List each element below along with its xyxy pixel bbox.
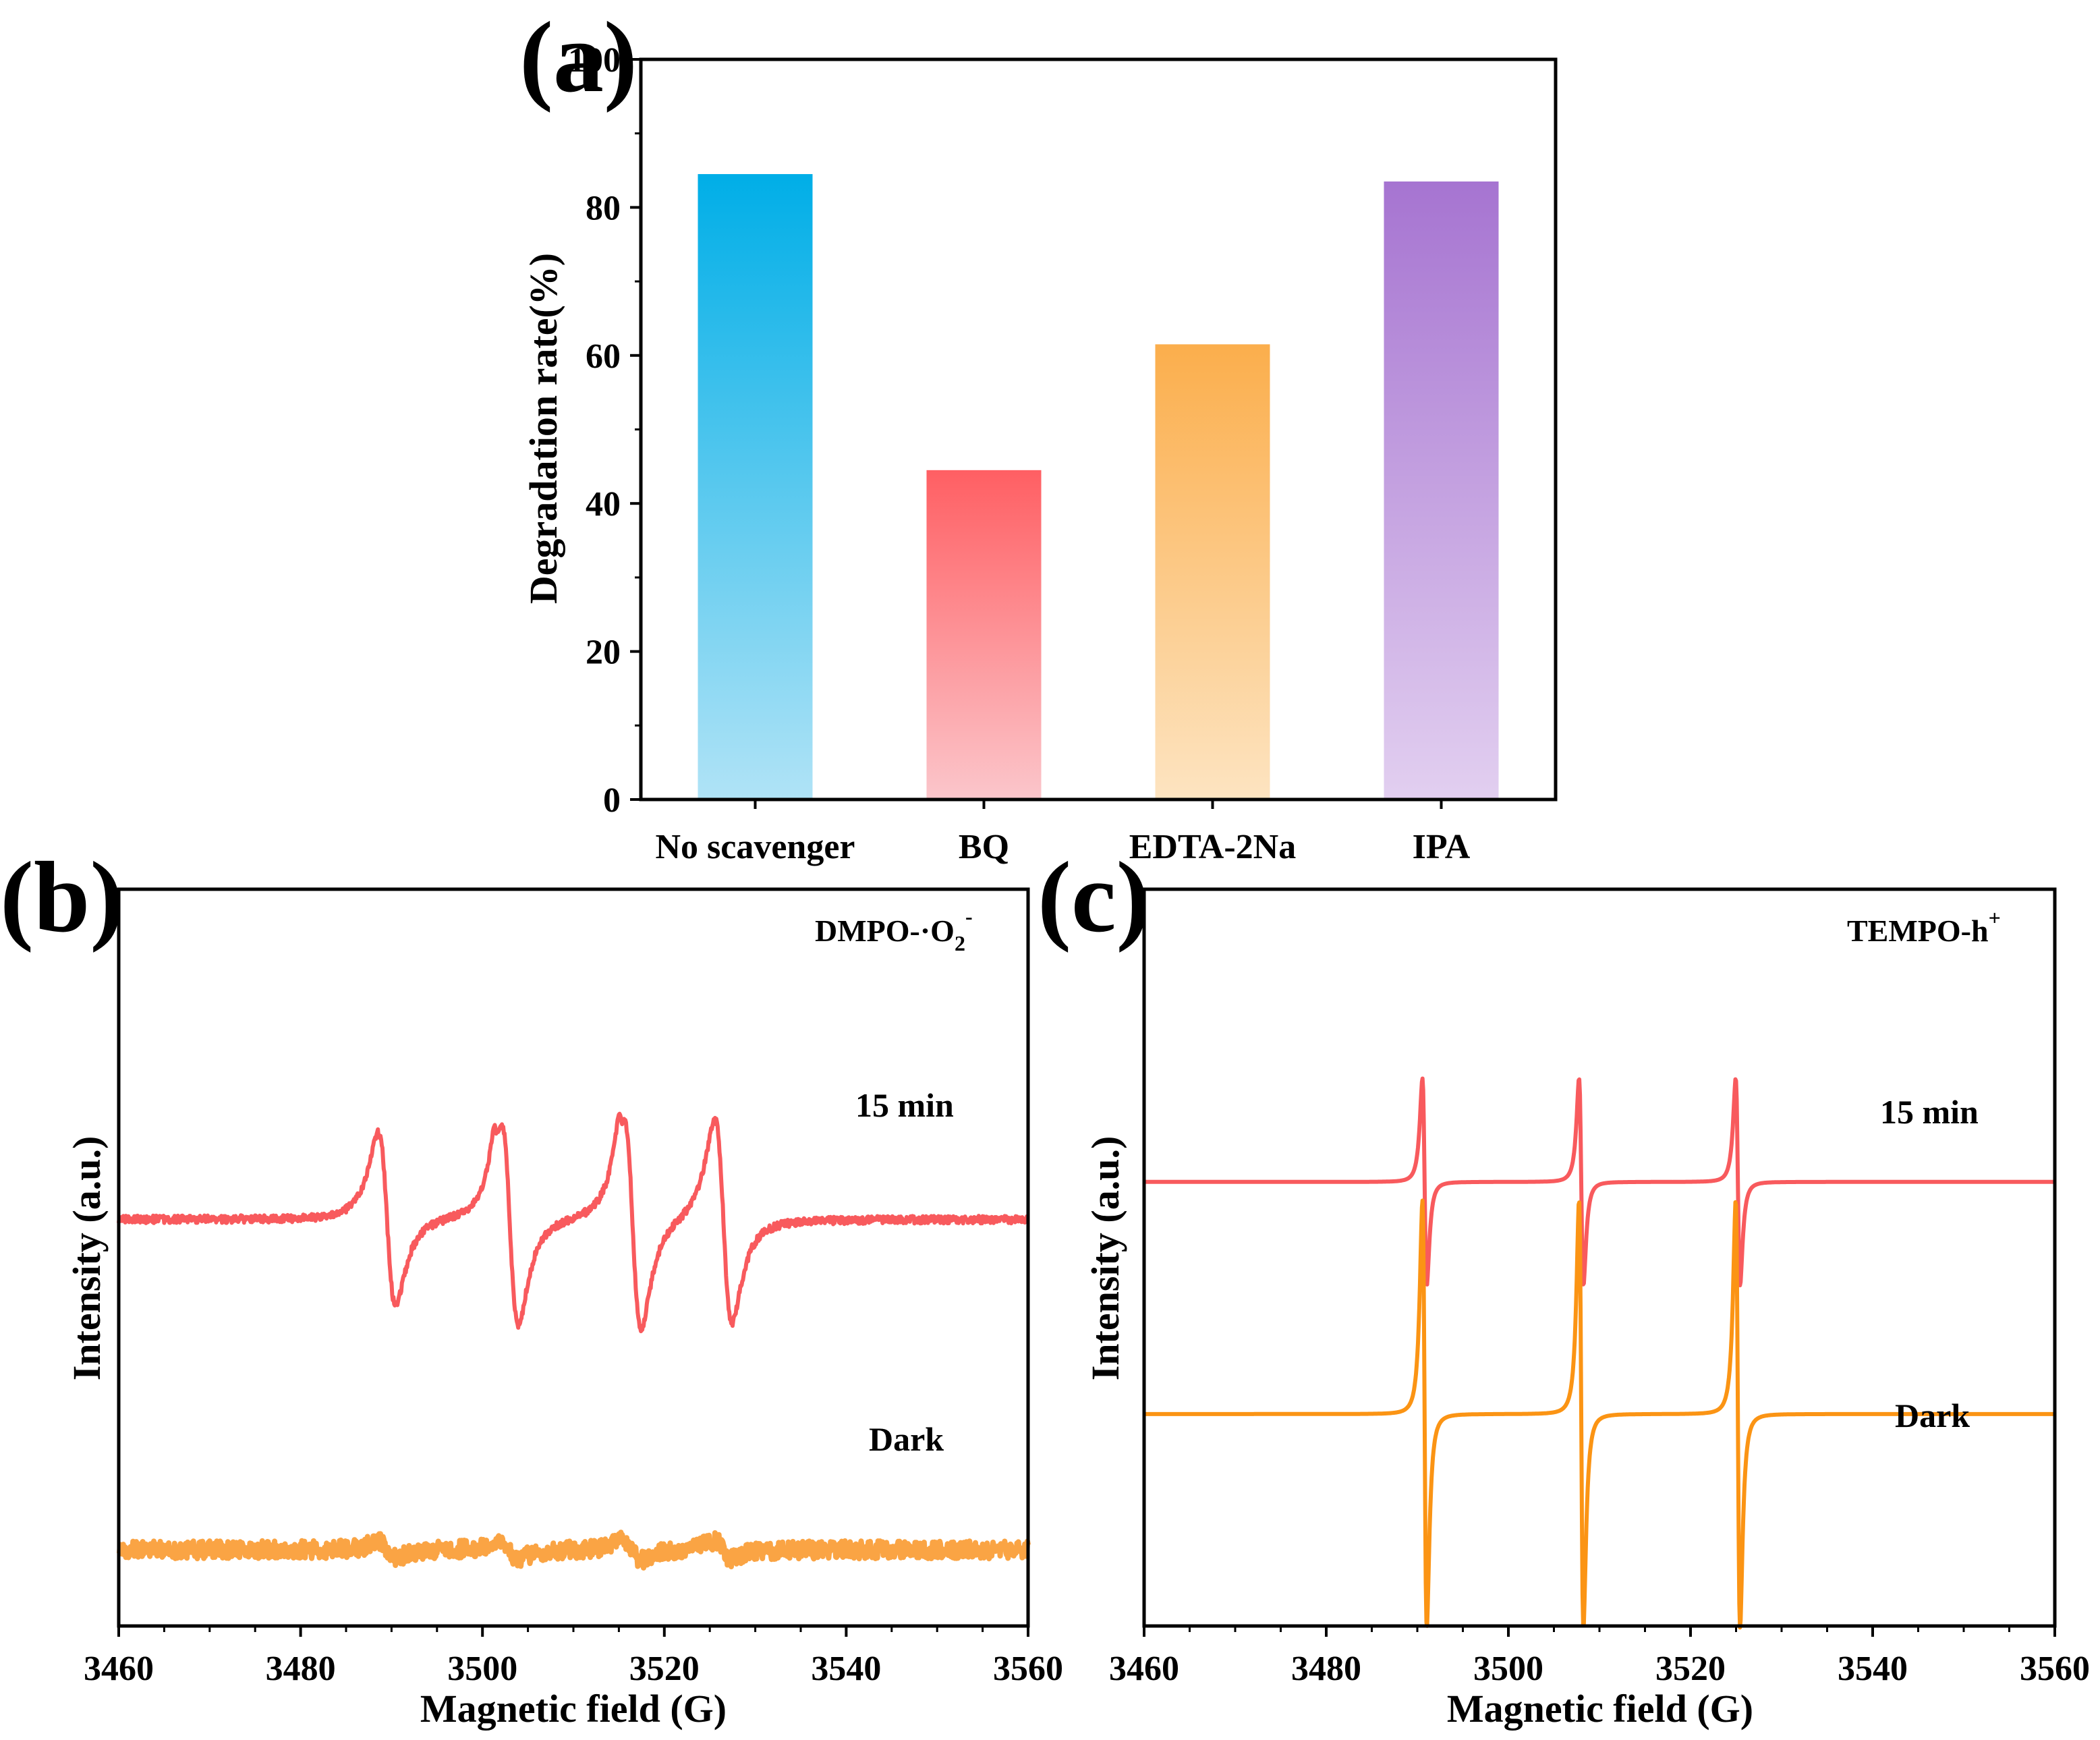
y-tick-label: 100 [568,41,621,80]
panel-b-plot-frame [117,887,1030,1628]
x-tick-label: IPA [1413,828,1471,866]
x-tick-label: 3520 [629,1650,700,1688]
bar-bq [926,470,1042,799]
panel-c-series-label-dark: Dark [1895,1397,1970,1434]
y-tick-label: 0 [603,781,621,820]
panel-c-series-label-15min: 15 min [1880,1093,1979,1131]
series-line-15-min [117,1111,1029,1334]
x-tick-label: 3480 [1291,1650,1361,1688]
panel-c-species-annotation: TEMPO-h+ [1847,905,2001,948]
panel-c-tempo-epr-spectrum: (c) 3460 3480 3500 3520 3540 3560 TEMPO-h+ 15… [1038,841,2090,1731]
panel-c-plot-frame [1142,887,2057,1628]
bar-edta-2na [1155,344,1270,800]
x-tick-label: 3460 [84,1650,154,1688]
panel-b-series-label-dark: Dark [869,1420,944,1458]
panel-a-y-axis-title: Degradation rate(%) [521,253,565,604]
series-line-15-min [1143,1076,2056,1287]
bar-ipa [1384,181,1499,799]
y-tick-label: 20 [586,634,621,672]
x-tick-label: 3480 [266,1650,336,1688]
x-tick-label: 3500 [447,1650,517,1688]
y-tick-label: 80 [586,189,621,227]
x-tick-label: No scavenger [655,828,855,866]
panel-b-label: (b) [0,841,123,953]
panel-c-label: (c) [1038,841,1150,953]
panel-b-dmpo-epr-spectrum: (b) 3460 3480 3500 3520 3540 3560 DMPO-·O2- 1… [0,841,1063,1731]
x-tick-label: 3540 [1838,1650,1908,1688]
x-tick-label: EDTA-2Na [1129,828,1296,866]
x-tick-label: 3460 [1109,1650,1179,1688]
series-line-dark [1143,1198,2056,1630]
panel-b-series-label-15min: 15 min [855,1086,954,1124]
series-line-dark [117,1529,1031,1571]
x-tick-label: 3560 [2020,1650,2090,1688]
panel-c-x-axis-title: Magnetic field (G) [1447,1687,1753,1731]
x-tick-label: BQ [959,828,1009,866]
x-tick-label: 3520 [1655,1650,1726,1688]
panel-c-y-axis-title: Intensity (a.u.) [1083,1136,1127,1381]
panel-b-y-axis-title: Intensity (a.u.) [65,1136,109,1381]
panel-a-label: (a) [519,1,637,113]
bar-no-scavenger [698,174,813,799]
y-tick-label: 60 [586,337,621,376]
x-tick-label: 3540 [811,1650,881,1688]
y-tick-label: 40 [586,485,621,524]
x-tick-label: 3500 [1473,1650,1543,1688]
x-tick-label: 3560 [993,1650,1063,1688]
panel-a-degradation-bar-chart: (a) 0 20 40 60 80 100 No scavenger BQ EDTA-2Na I… [519,1,1558,866]
panel-b-x-axis-title: Magnetic field (G) [420,1687,727,1731]
panel-b-species-annotation: DMPO-·O2- [815,904,973,955]
